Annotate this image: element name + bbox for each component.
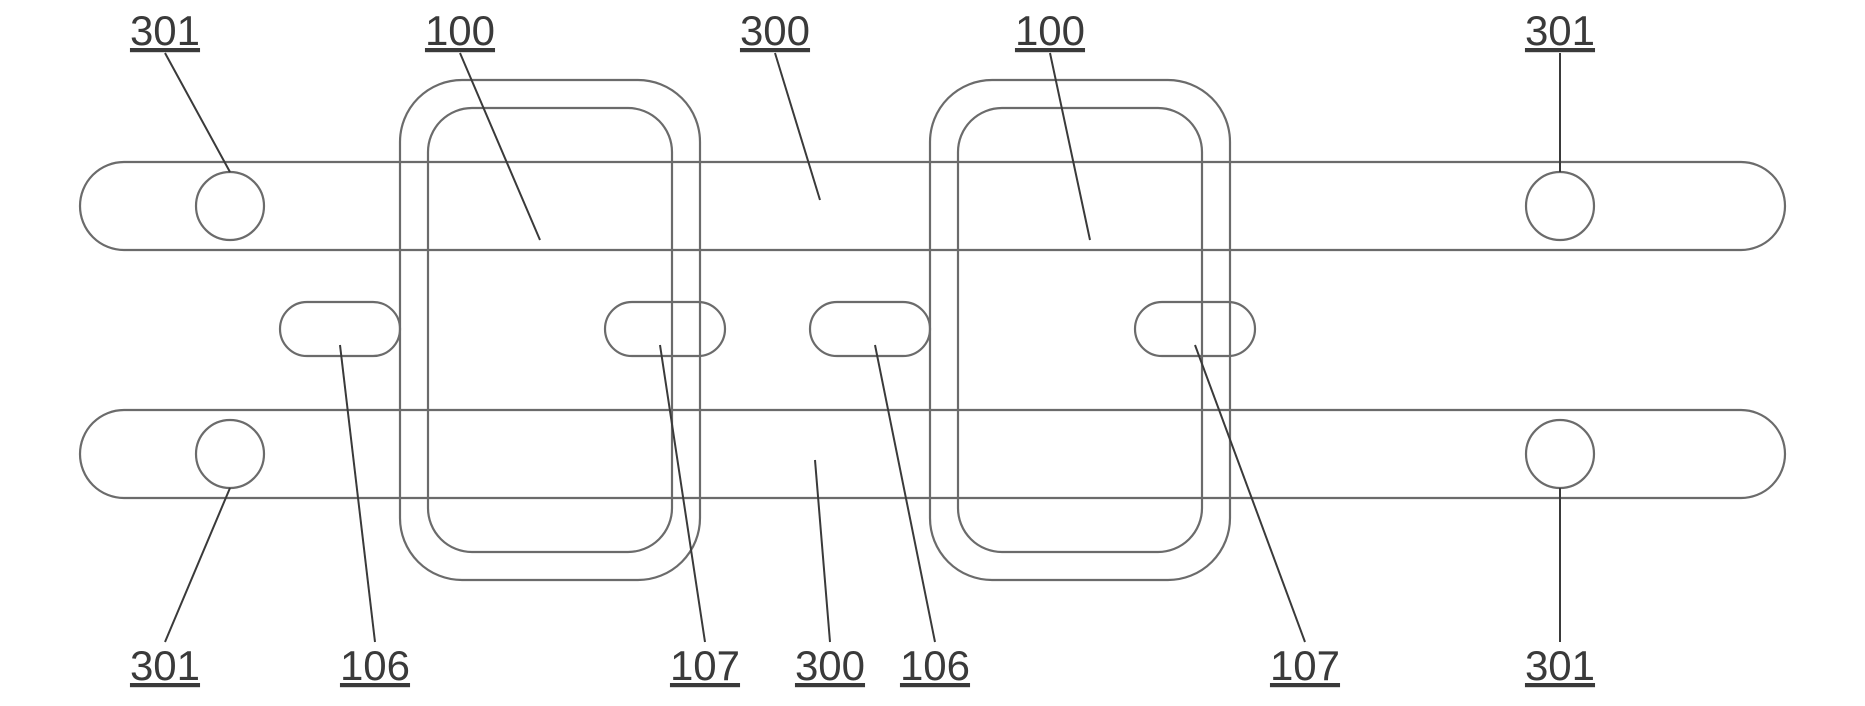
label-100-1: 100: [425, 7, 495, 54]
label-107-10: 107: [1270, 642, 1340, 689]
block-outer-1: [930, 80, 1230, 580]
leader-9: [875, 345, 935, 642]
label-300-2: 300: [740, 7, 810, 54]
hole-3: [1526, 420, 1594, 488]
label-301-11: 301: [1525, 642, 1595, 689]
bar-top: [80, 162, 1785, 250]
block-inner-1: [958, 108, 1202, 552]
label-300-8: 300: [795, 642, 865, 689]
leader-8: [815, 460, 830, 642]
leader-7: [660, 345, 705, 642]
leader-5: [165, 488, 230, 642]
leader-0: [165, 53, 230, 172]
label-106-9: 106: [900, 642, 970, 689]
leader-2: [775, 53, 820, 200]
label-107-7: 107: [670, 642, 740, 689]
tab-3: [1135, 302, 1255, 356]
tab-1: [605, 302, 725, 356]
hole-1: [1526, 172, 1594, 240]
hole-2: [196, 420, 264, 488]
tab-2: [810, 302, 930, 356]
leader-6: [340, 345, 375, 642]
hole-0: [196, 172, 264, 240]
leader-10: [1195, 345, 1305, 642]
label-301-4: 301: [1525, 7, 1595, 54]
label-100-3: 100: [1015, 7, 1085, 54]
block-inner-0: [428, 108, 672, 552]
block-outer-0: [400, 80, 700, 580]
bar-bottom: [80, 410, 1785, 498]
label-106-6: 106: [340, 642, 410, 689]
label-301-0: 301: [130, 7, 200, 54]
label-301-5: 301: [130, 642, 200, 689]
